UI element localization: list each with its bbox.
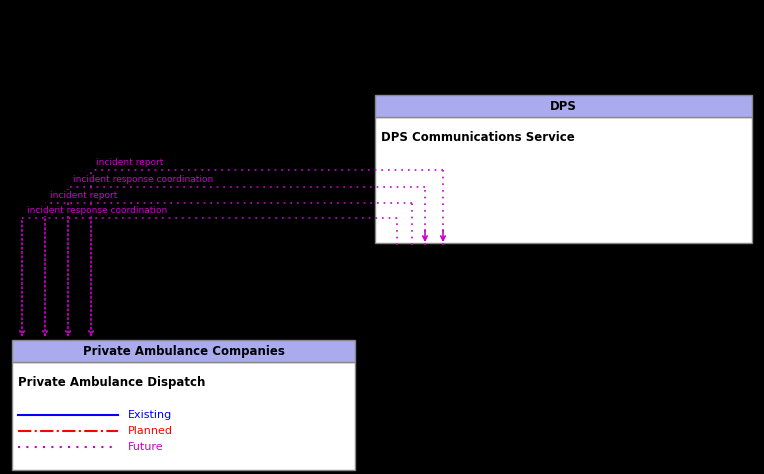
Bar [12, 362, 355, 470]
Text: Existing: Existing [128, 410, 172, 420]
Text: incident report: incident report [50, 191, 118, 200]
Text: DPS Communications Service: DPS Communications Service [381, 131, 575, 144]
Bar [12, 340, 355, 362]
Text: Planned: Planned [128, 426, 173, 436]
Text: Private Ambulance Dispatch: Private Ambulance Dispatch [18, 376, 206, 389]
Bar [375, 117, 752, 243]
Text: incident response coordination: incident response coordination [73, 175, 213, 184]
Text: Future: Future [128, 442, 163, 452]
Text: incident report: incident report [96, 158, 163, 167]
Text: DPS: DPS [550, 100, 577, 112]
Text: Private Ambulance Companies: Private Ambulance Companies [83, 345, 284, 357]
Text: incident response coordination: incident response coordination [27, 206, 167, 215]
Bar [375, 95, 752, 117]
